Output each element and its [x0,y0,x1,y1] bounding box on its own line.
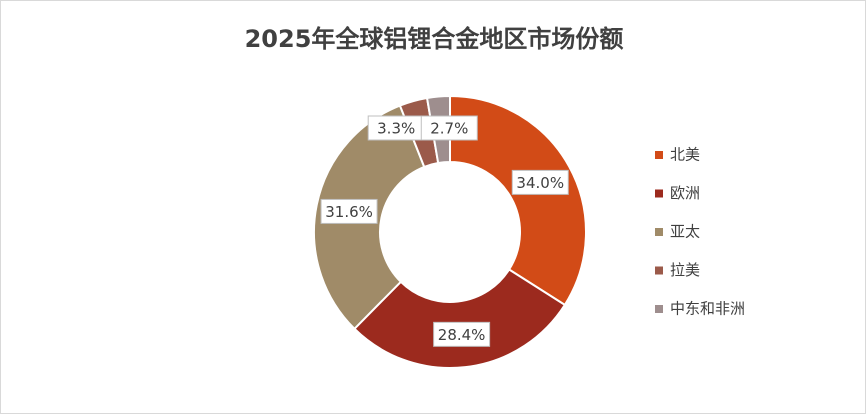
data-label: 31.6% [325,203,373,221]
legend-label: 拉美 [670,261,700,279]
legend-label: 中东和非洲 [670,300,745,318]
data-label: 3.3% [377,120,415,138]
data-label-box [420,115,478,141]
legend-label: 亚太 [670,223,700,241]
legend-label: 欧洲 [670,184,700,202]
data-label-box [367,115,425,141]
legend-label: 北美 [670,146,700,164]
data-label-box [433,321,491,347]
data-label: 2.7% [430,120,468,138]
donut-segment [449,94,587,307]
legend-marker [655,189,663,198]
legend-marker [655,228,663,236]
donut-segment [353,268,567,369]
legend-marker [655,266,663,275]
data-label: 28.4% [438,326,486,344]
data-label: 34.0% [516,174,564,192]
data-label-box [511,169,569,195]
chart-title: 2025年全球铝锂合金地区市场份额 [245,25,624,53]
legend-marker [655,151,663,159]
legend-marker [655,305,663,313]
data-label-box [320,198,378,224]
